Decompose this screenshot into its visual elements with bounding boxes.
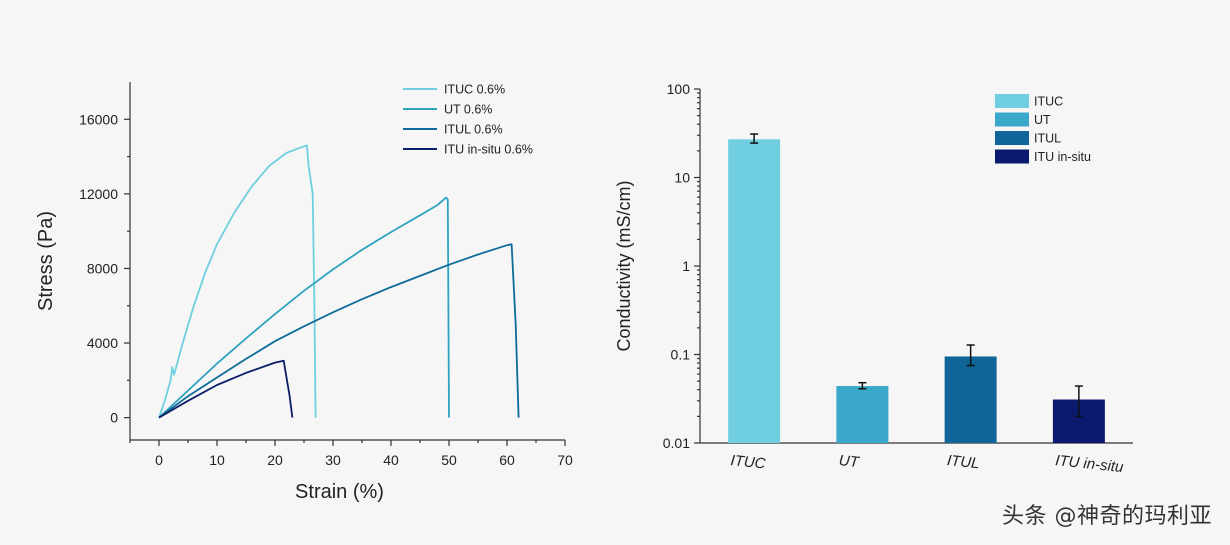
- stress-strain-chart: 0 4000 8000 12000 16000 0 10 20 30 40 50 60 70 Strain…: [0, 0, 600, 540]
- y-tick-label: 10: [674, 170, 690, 186]
- legend-label-3: ITUL 0.6%: [444, 123, 503, 137]
- x-tick-label: 30: [325, 452, 341, 468]
- legend-label-1: ITUC 0.6%: [444, 83, 505, 97]
- legend-label-1: ITUC: [1034, 95, 1063, 109]
- legend-label-2: UT: [1034, 113, 1051, 127]
- legend-label-2: UT 0.6%: [444, 103, 492, 117]
- category-label-3: ITUL: [946, 452, 980, 472]
- x-tick-label: 50: [441, 452, 457, 468]
- x-tick-label: 0: [155, 452, 163, 468]
- y-tick-label: 100: [667, 81, 691, 97]
- legend-label-4: ITU in-situ 0.6%: [444, 143, 533, 157]
- y-tick-label: 4000: [87, 335, 118, 351]
- legend-swatch-1: [995, 94, 1029, 108]
- series-line-1: [158, 144, 317, 418]
- series-line-2: [158, 196, 450, 419]
- x-tick-label: 40: [383, 452, 399, 468]
- y-tick-label: 8000: [87, 260, 118, 276]
- legend-label-3: ITUL: [1034, 132, 1061, 146]
- series-line-3: [158, 243, 520, 419]
- y-tick-label: 0.1: [671, 347, 691, 363]
- legend-swatch-4: [995, 149, 1029, 164]
- x-tick-label: 20: [267, 452, 283, 468]
- bar-3: [944, 356, 997, 443]
- category-label-4: ITU in-situ: [1054, 452, 1124, 476]
- y-axis-title: Conductivity (mS/cm): [614, 180, 634, 351]
- y-tick-label: 1: [682, 258, 690, 274]
- category-label-1: ITUC: [730, 452, 767, 473]
- conductivity-bar-plot: 0.01 0.1 1 10 100 Conductivity (mS/cm) ITUC UT I…: [614, 81, 1133, 476]
- legend-label-4: ITU in-situ: [1034, 150, 1091, 164]
- x-axis-title: Strain (%): [295, 481, 384, 503]
- bar-1: [728, 139, 781, 443]
- y-tick-label: 0: [110, 410, 118, 426]
- x-tick-label: 10: [209, 452, 225, 468]
- legend-swatch-2: [995, 112, 1029, 127]
- series-line-4: [158, 359, 294, 419]
- stress-strain-plot: 0 4000 8000 12000 16000 0 10 20 30 40 50 60 70 Strain…: [35, 82, 573, 503]
- category-label-2: UT: [838, 452, 861, 471]
- y-tick-label: 12000: [79, 186, 118, 202]
- y-tick-label: 0.01: [663, 435, 690, 451]
- watermark-text: 头条 @神奇的玛利亚: [1002, 504, 1212, 529]
- x-tick-label: 70: [557, 452, 573, 468]
- y-tick-label: 16000: [79, 111, 118, 127]
- legend-swatch-3: [995, 131, 1029, 145]
- conductivity-chart: 0.01 0.1 1 10 100 Conductivity (mS/cm) ITUC UT I…: [600, 0, 1230, 540]
- x-tick-label: 60: [499, 452, 515, 468]
- bar-2: [836, 386, 889, 443]
- y-axis-title: Stress (Pa): [35, 211, 57, 311]
